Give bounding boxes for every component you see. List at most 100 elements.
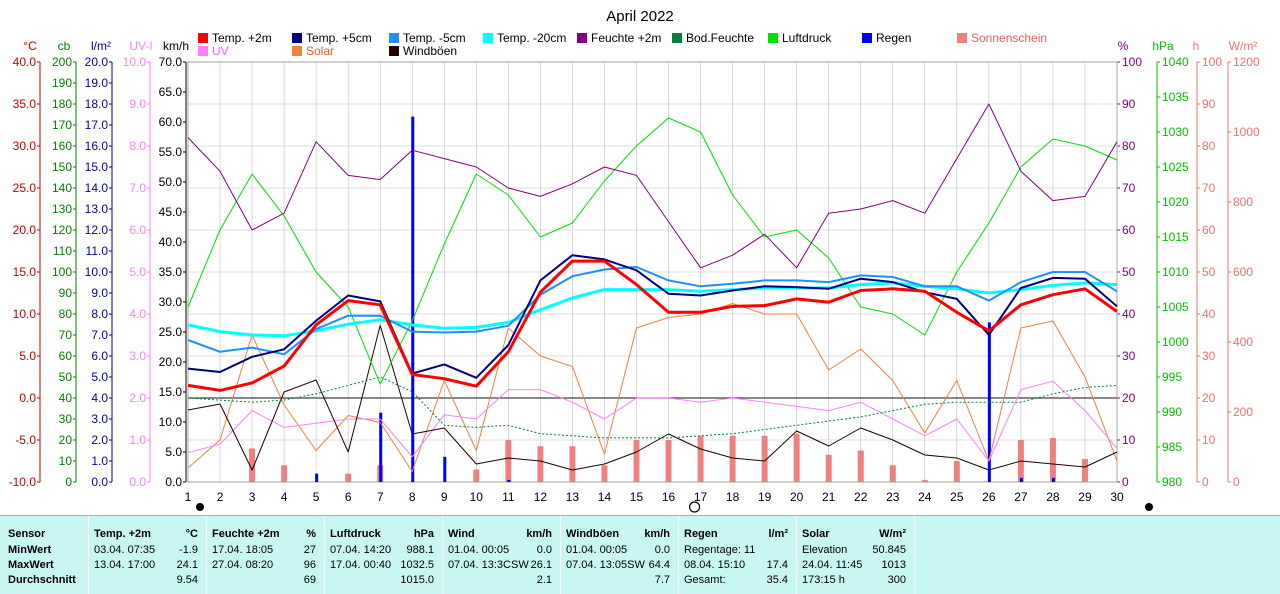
- series-line-luftdruck: [187, 117, 1118, 385]
- x-tick-label: 20: [790, 490, 804, 504]
- x-tick-label: 19: [758, 490, 772, 504]
- axis-tick-label: 8.0: [91, 307, 108, 321]
- axis-tick-label: 160: [52, 139, 72, 153]
- stats-solar-elevation-value: 50.845: [872, 544, 906, 556]
- axis-tick-label: 10.0: [85, 265, 109, 279]
- axis-tick-label: 100: [52, 265, 72, 279]
- axis-tick-label: 1020: [1162, 195, 1189, 209]
- stats-rain: Regen l/m² Regentage: 11 08.04. 15:10 17…: [678, 516, 797, 594]
- series-line-temp-2m: [187, 259, 1118, 392]
- axis-tick-label: 40: [1122, 307, 1136, 321]
- x-tick-label: 11: [502, 490, 515, 504]
- sunshine-bar: [697, 435, 704, 482]
- weather-chart: April 2022 Temp. +2m Temp. +5cm Temp. -5cm…: [9, 8, 1260, 513]
- stats-gust-max-value: 64.4: [648, 559, 670, 571]
- stats-wind-min-time: 01.04. 00:05: [448, 544, 510, 556]
- stats-gust-header: Windböen: [566, 528, 620, 540]
- axis-tick-label: 3.0: [91, 412, 108, 426]
- stats-pressure-unit: hPa: [413, 528, 434, 540]
- axis-tick-label: 25.0: [159, 325, 183, 339]
- axis-tick-label: 20: [1202, 391, 1216, 405]
- stats-rain-max-time: 08.04. 15:10: [684, 559, 746, 571]
- axis-tick-label: 9.0: [91, 286, 108, 300]
- axis-tick-label: 2.0: [129, 391, 146, 405]
- axis-tick-label: 995: [1162, 370, 1182, 384]
- axis-tick-label: -10.0: [9, 475, 37, 489]
- x-tick-label: 8: [409, 490, 416, 504]
- legend-label: Windböen: [403, 44, 457, 58]
- stats-gust-min-value: 0.0: [654, 544, 670, 556]
- x-tick-label: 10: [470, 490, 484, 504]
- axis-tick-label: 20.0: [85, 55, 109, 69]
- axis-tick-label: 90: [1122, 97, 1136, 111]
- series-line-windb-en: [187, 324, 1118, 471]
- stats-row-label: Durchschnitt: [8, 574, 76, 586]
- axis-unit-label: cb: [58, 39, 71, 53]
- x-tick-label: 15: [630, 490, 644, 504]
- axis-tick-label: 5.0: [129, 265, 146, 279]
- axis-unit-label: °C: [23, 39, 37, 53]
- stats-humidity-min-value: 27: [303, 544, 316, 556]
- legend-swatch: [389, 46, 399, 56]
- axis-unit-label: hPa: [1152, 39, 1174, 53]
- axis-tick-label: 10.0: [123, 55, 147, 69]
- axis-tick-label: 3.0: [129, 349, 146, 363]
- sunshine-bar: [953, 461, 960, 482]
- axis-tick-label: 110: [53, 244, 72, 258]
- x-tick-label: 6: [345, 490, 352, 504]
- axis-tick-label: 12.0: [85, 223, 109, 237]
- x-tick-label: 22: [854, 490, 868, 504]
- x-tick-label: 5: [313, 490, 320, 504]
- stats-wind-max-value: 26.1: [530, 559, 552, 571]
- full-moon-icon: [688, 501, 701, 513]
- rain-bar: [507, 479, 511, 482]
- stats-rain-total-value: 35.4: [766, 574, 788, 586]
- statistics-panel: Sensor MinWert MaxWert Durchschnitt Temp…: [0, 515, 1280, 594]
- axis-tick-label: 45.0: [159, 205, 183, 219]
- axis-tick-label: 40.0: [13, 55, 37, 69]
- stats-wind-header: Wind: [448, 528, 475, 540]
- axis-tick-label: 40.0: [159, 235, 183, 249]
- axis-tick-label: 1005: [1162, 300, 1189, 314]
- axis-tick-label: 6.0: [129, 223, 146, 237]
- axis-tick-label: 50: [1122, 265, 1136, 279]
- stats-humidity-header: Feuchte +2m: [212, 528, 280, 540]
- legend-swatch: [389, 33, 399, 43]
- rain-bar: [1051, 477, 1055, 482]
- axis-tick-label: 11.0: [86, 244, 109, 258]
- stats-rain-header: Regen: [684, 528, 718, 540]
- stats-pressure-avg-value: 1015.0: [400, 574, 434, 586]
- stats-gust-unit: km/h: [644, 528, 670, 540]
- legend-label: Temp. -5cm: [403, 31, 466, 45]
- axis-tick-label: 15.0: [159, 385, 183, 399]
- series-line-temp-5cm: [187, 266, 1118, 356]
- axis-tick-label: 60: [1202, 223, 1216, 237]
- axis-tick-label: 10: [1122, 433, 1136, 447]
- axis-tick-label: 9.0: [129, 97, 146, 111]
- axis-tick-label: 15.0: [85, 160, 109, 174]
- axis-tick-label: 0: [65, 475, 72, 489]
- legend-swatch: [768, 33, 778, 43]
- sunshine-bar: [793, 433, 800, 482]
- x-tick-label: 14: [598, 490, 612, 504]
- axis-tick-label: 65.0: [159, 85, 183, 99]
- axis-tick-label: 2.0: [91, 433, 108, 447]
- sunshine-bar: [345, 473, 352, 482]
- axis-tick-label: 60.0: [159, 115, 183, 129]
- rain-bar: [379, 412, 383, 482]
- axis-unit-label: h: [1193, 39, 1200, 53]
- stats-pressure-header: Luftdruck: [330, 528, 381, 540]
- x-tick-label: 3: [249, 490, 256, 504]
- sunshine-bar: [857, 450, 864, 482]
- axis-tick-label: 30: [1202, 349, 1216, 363]
- stats-sensor-header: Sensor: [8, 528, 46, 540]
- axis-tick-label: 0.0: [19, 391, 36, 405]
- axis-unit-label: km/h: [163, 39, 189, 53]
- stats-temp-max-value: 24.1: [176, 559, 198, 571]
- axis-tick-label: 0: [1122, 475, 1129, 489]
- stats-solar-sun-hours: 173:15 h: [802, 574, 845, 586]
- sunshine-bar: [537, 446, 544, 482]
- stats-gust-max-time: 07.04. 13:05SW: [566, 559, 645, 571]
- axis-tick-label: 600: [1233, 265, 1253, 279]
- axis-tick-label: 5.0: [91, 370, 108, 384]
